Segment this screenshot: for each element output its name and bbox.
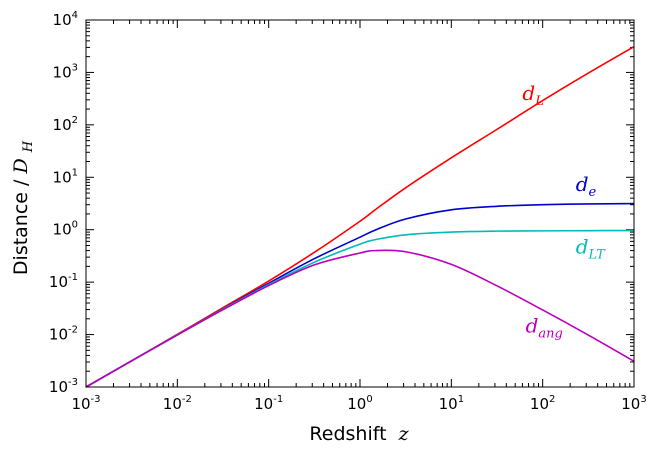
y-tick-label: 104: [53, 10, 78, 29]
y-axis-label: Distance / D H: [10, 140, 36, 275]
series-lines: [85, 45, 635, 388]
plot-frame: [85, 19, 635, 388]
y-tick-labels: 10-3 10-2 10-1 100 101 102 103 104: [49, 10, 78, 396]
series-label-d-e: de: [576, 172, 597, 200]
y-tick-label: 103: [53, 62, 78, 81]
y-tick-label: 10-3: [49, 377, 78, 396]
x-tick-label: 100: [347, 394, 372, 413]
x-tick-label: 103: [621, 394, 646, 413]
y-axis-label-sub: H: [21, 140, 36, 153]
axis-ticks: [85, 19, 635, 388]
x-tick-labels: 10-3 10-2 10-1 100 101 102 103: [71, 394, 646, 413]
y-tick-label: 10-1: [49, 272, 78, 291]
y-axis-label-var: D: [10, 158, 32, 174]
series-labels: dL de dLT dang: [522, 81, 606, 342]
y-tick-label: 100: [53, 220, 78, 239]
x-axis-label-text: Redshift: [309, 423, 386, 445]
x-tick-label: 10-2: [163, 394, 192, 413]
y-axis-label-text: Distance /: [10, 174, 32, 276]
x-axis-label: Redshift z: [309, 423, 409, 445]
y-tick-label: 102: [53, 115, 78, 134]
series-label-d-lt: dLT: [576, 235, 606, 263]
y-tick-label: 10-2: [49, 325, 78, 344]
x-tick-label: 102: [530, 394, 555, 413]
series-label-d-l: dL: [522, 81, 543, 109]
x-axis-label-var: z: [398, 423, 410, 445]
y-tick-label: 101: [53, 167, 78, 186]
x-tick-label: 10-3: [71, 394, 100, 413]
series-label-d-ang: dang: [526, 313, 563, 341]
x-tick-label: 10-1: [254, 394, 283, 413]
series-line-d-lt: [85, 229, 635, 388]
x-tick-label: 101: [439, 394, 464, 413]
series-line-d-ang: [85, 249, 635, 388]
